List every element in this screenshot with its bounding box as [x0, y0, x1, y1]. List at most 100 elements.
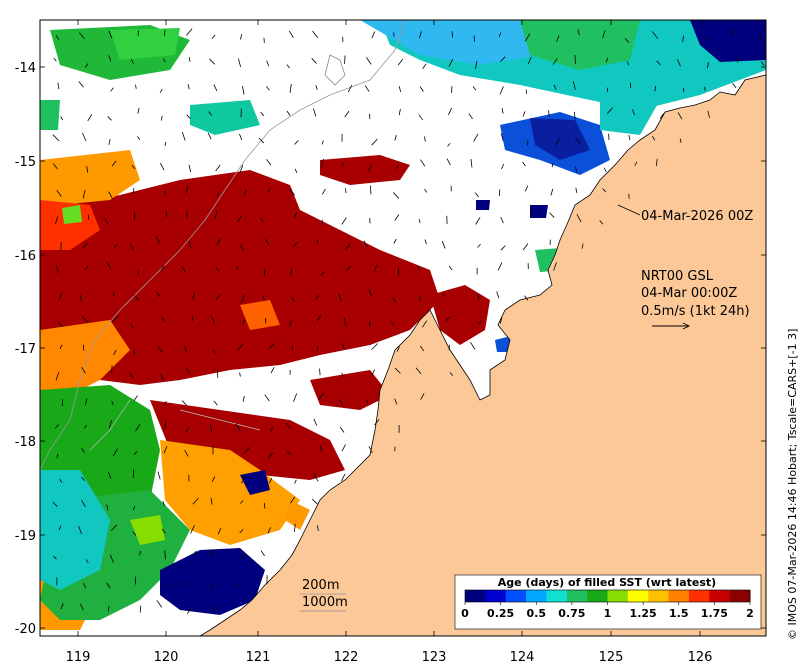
current-vector: [396, 164, 399, 170]
current-vector: [188, 57, 191, 62]
current-vector: [165, 210, 168, 218]
current-vector: [137, 107, 140, 114]
current-vector: [420, 159, 426, 167]
current-vector: [338, 294, 342, 302]
current-vector: [341, 444, 346, 452]
current-vector: [258, 137, 265, 144]
current-vector: [157, 471, 161, 480]
current-vector: [394, 135, 397, 141]
current-vector: [112, 448, 118, 457]
current-vector: [524, 33, 531, 42]
current-vector: [211, 34, 216, 39]
current-vector: [269, 477, 273, 484]
current-vector: [133, 505, 135, 511]
current-vector: [210, 315, 216, 324]
current-vector: [338, 399, 344, 406]
valid-time-label: 04-Mar 00:00Z: [641, 286, 737, 301]
current-vector: [390, 321, 395, 325]
current-vector: [319, 368, 321, 376]
current-vector: [164, 419, 167, 429]
current-vector: [415, 367, 422, 375]
current-vector: [632, 109, 635, 115]
current-vector: [265, 86, 270, 91]
current-vector: [181, 400, 187, 406]
current-vector: [133, 395, 138, 401]
current-vector: [371, 343, 378, 350]
current-vector: [318, 392, 325, 400]
current-vector: [730, 29, 735, 37]
current-vector: [291, 296, 295, 302]
age-patch-green-north: [520, 20, 640, 70]
current-vector: [524, 185, 529, 192]
vector-scale-label: 0.5m/s (1kt 24h): [641, 304, 750, 319]
current-vector: [371, 31, 376, 39]
age-patch-red-east: [320, 155, 410, 185]
current-vector: [290, 496, 296, 504]
current-vector: [209, 58, 216, 65]
current-vector: [260, 550, 265, 557]
current-vector: [239, 34, 243, 40]
current-vector: [575, 187, 578, 194]
current-vector: [654, 86, 656, 92]
age-patch-cyan-mid: [600, 95, 660, 135]
current-vector: [316, 525, 319, 532]
current-vector: [160, 265, 165, 271]
current-vector: [344, 55, 346, 65]
current-vector: [58, 292, 63, 301]
current-vector: [160, 374, 165, 381]
track-time-label: 04-Mar-2026 00Z: [641, 209, 753, 224]
current-vector: [393, 238, 397, 244]
current-vector: [82, 582, 87, 589]
current-vector: [339, 426, 345, 433]
current-vector: [156, 292, 161, 297]
current-vector: [602, 188, 607, 193]
y-tick-label: -20: [15, 622, 36, 637]
current-vector: [312, 498, 318, 505]
current-vector: [112, 292, 115, 297]
current-vector: [137, 270, 139, 275]
current-vector: [135, 84, 137, 89]
current-vector: [86, 166, 89, 173]
current-vector: [343, 317, 347, 327]
colorbar-swatch: [485, 590, 507, 602]
current-vector: [418, 31, 422, 39]
current-vector: [477, 243, 481, 248]
x-tick-label: 119: [66, 650, 91, 665]
current-vector: [288, 30, 294, 38]
current-vector: [236, 266, 239, 271]
current-vector: [215, 164, 221, 172]
current-vector: [160, 115, 163, 121]
colorbar-swatch: [546, 590, 568, 602]
isobath-1000m: [324, 54, 346, 86]
current-vector: [312, 30, 319, 39]
sst-age-field: [40, 20, 766, 630]
current-vector: [291, 345, 294, 350]
x-tick-label: 122: [334, 650, 359, 665]
current-vector: [424, 239, 427, 245]
current-vector: [290, 268, 293, 277]
current-vector: [313, 108, 317, 117]
current-vector: [368, 289, 373, 297]
current-vector: [56, 190, 62, 197]
current-vector: [215, 294, 221, 300]
y-tick-label: -15: [15, 155, 36, 170]
current-vector: [294, 523, 296, 532]
current-vector: [348, 85, 353, 93]
age-patch-red-coast: [310, 370, 390, 410]
current-vector: [551, 163, 554, 168]
current-vector: [286, 64, 290, 69]
age-patch-teal-nw: [190, 100, 260, 135]
current-vector: [451, 31, 454, 38]
age-patch-orange-sw: [40, 320, 130, 400]
current-vector: [57, 82, 60, 90]
age-patch-navy-coast: [530, 118, 590, 160]
current-vector: [705, 36, 710, 42]
current-vector: [575, 166, 578, 173]
current-vector: [239, 372, 241, 377]
current-vector: [315, 85, 318, 90]
current-vector: [294, 211, 298, 219]
current-vector: [371, 369, 375, 376]
current-vector: [550, 188, 554, 196]
current-vector: [522, 243, 529, 251]
